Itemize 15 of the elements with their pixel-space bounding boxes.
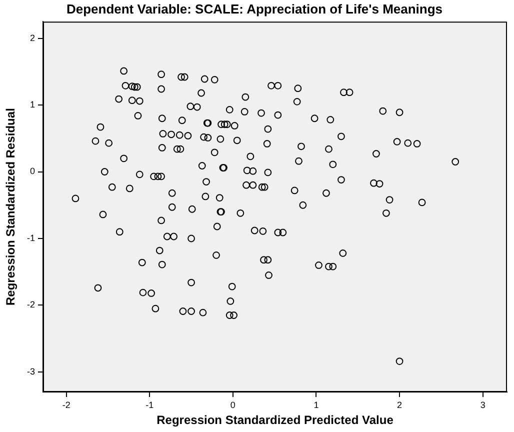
x-tick-label: -2 [62, 400, 70, 410]
x-tick-label: -1 [146, 400, 154, 410]
x-tick-label: 1 [314, 400, 319, 410]
y-tick-label: -3 [26, 366, 35, 376]
y-tick-label: 1 [30, 100, 35, 110]
y-tick-label: -1 [26, 232, 35, 243]
y-axis-title: Regression Standardized Residual [4, 108, 18, 306]
x-tick-label: 3 [480, 400, 486, 410]
chart-title: Dependent Variable: SCALE: Appreciation of Life's Meanings [66, 1, 443, 16]
y-tick-label: 2 [30, 32, 35, 43]
y-tick-label: -2 [26, 300, 35, 310]
y-tick-label: 0 [30, 166, 35, 176]
x-tick-label: 2 [397, 400, 402, 410]
x-tick-label: 0 [230, 400, 236, 410]
x-axis-title: Regression Standardized Predicted Value [156, 413, 394, 428]
